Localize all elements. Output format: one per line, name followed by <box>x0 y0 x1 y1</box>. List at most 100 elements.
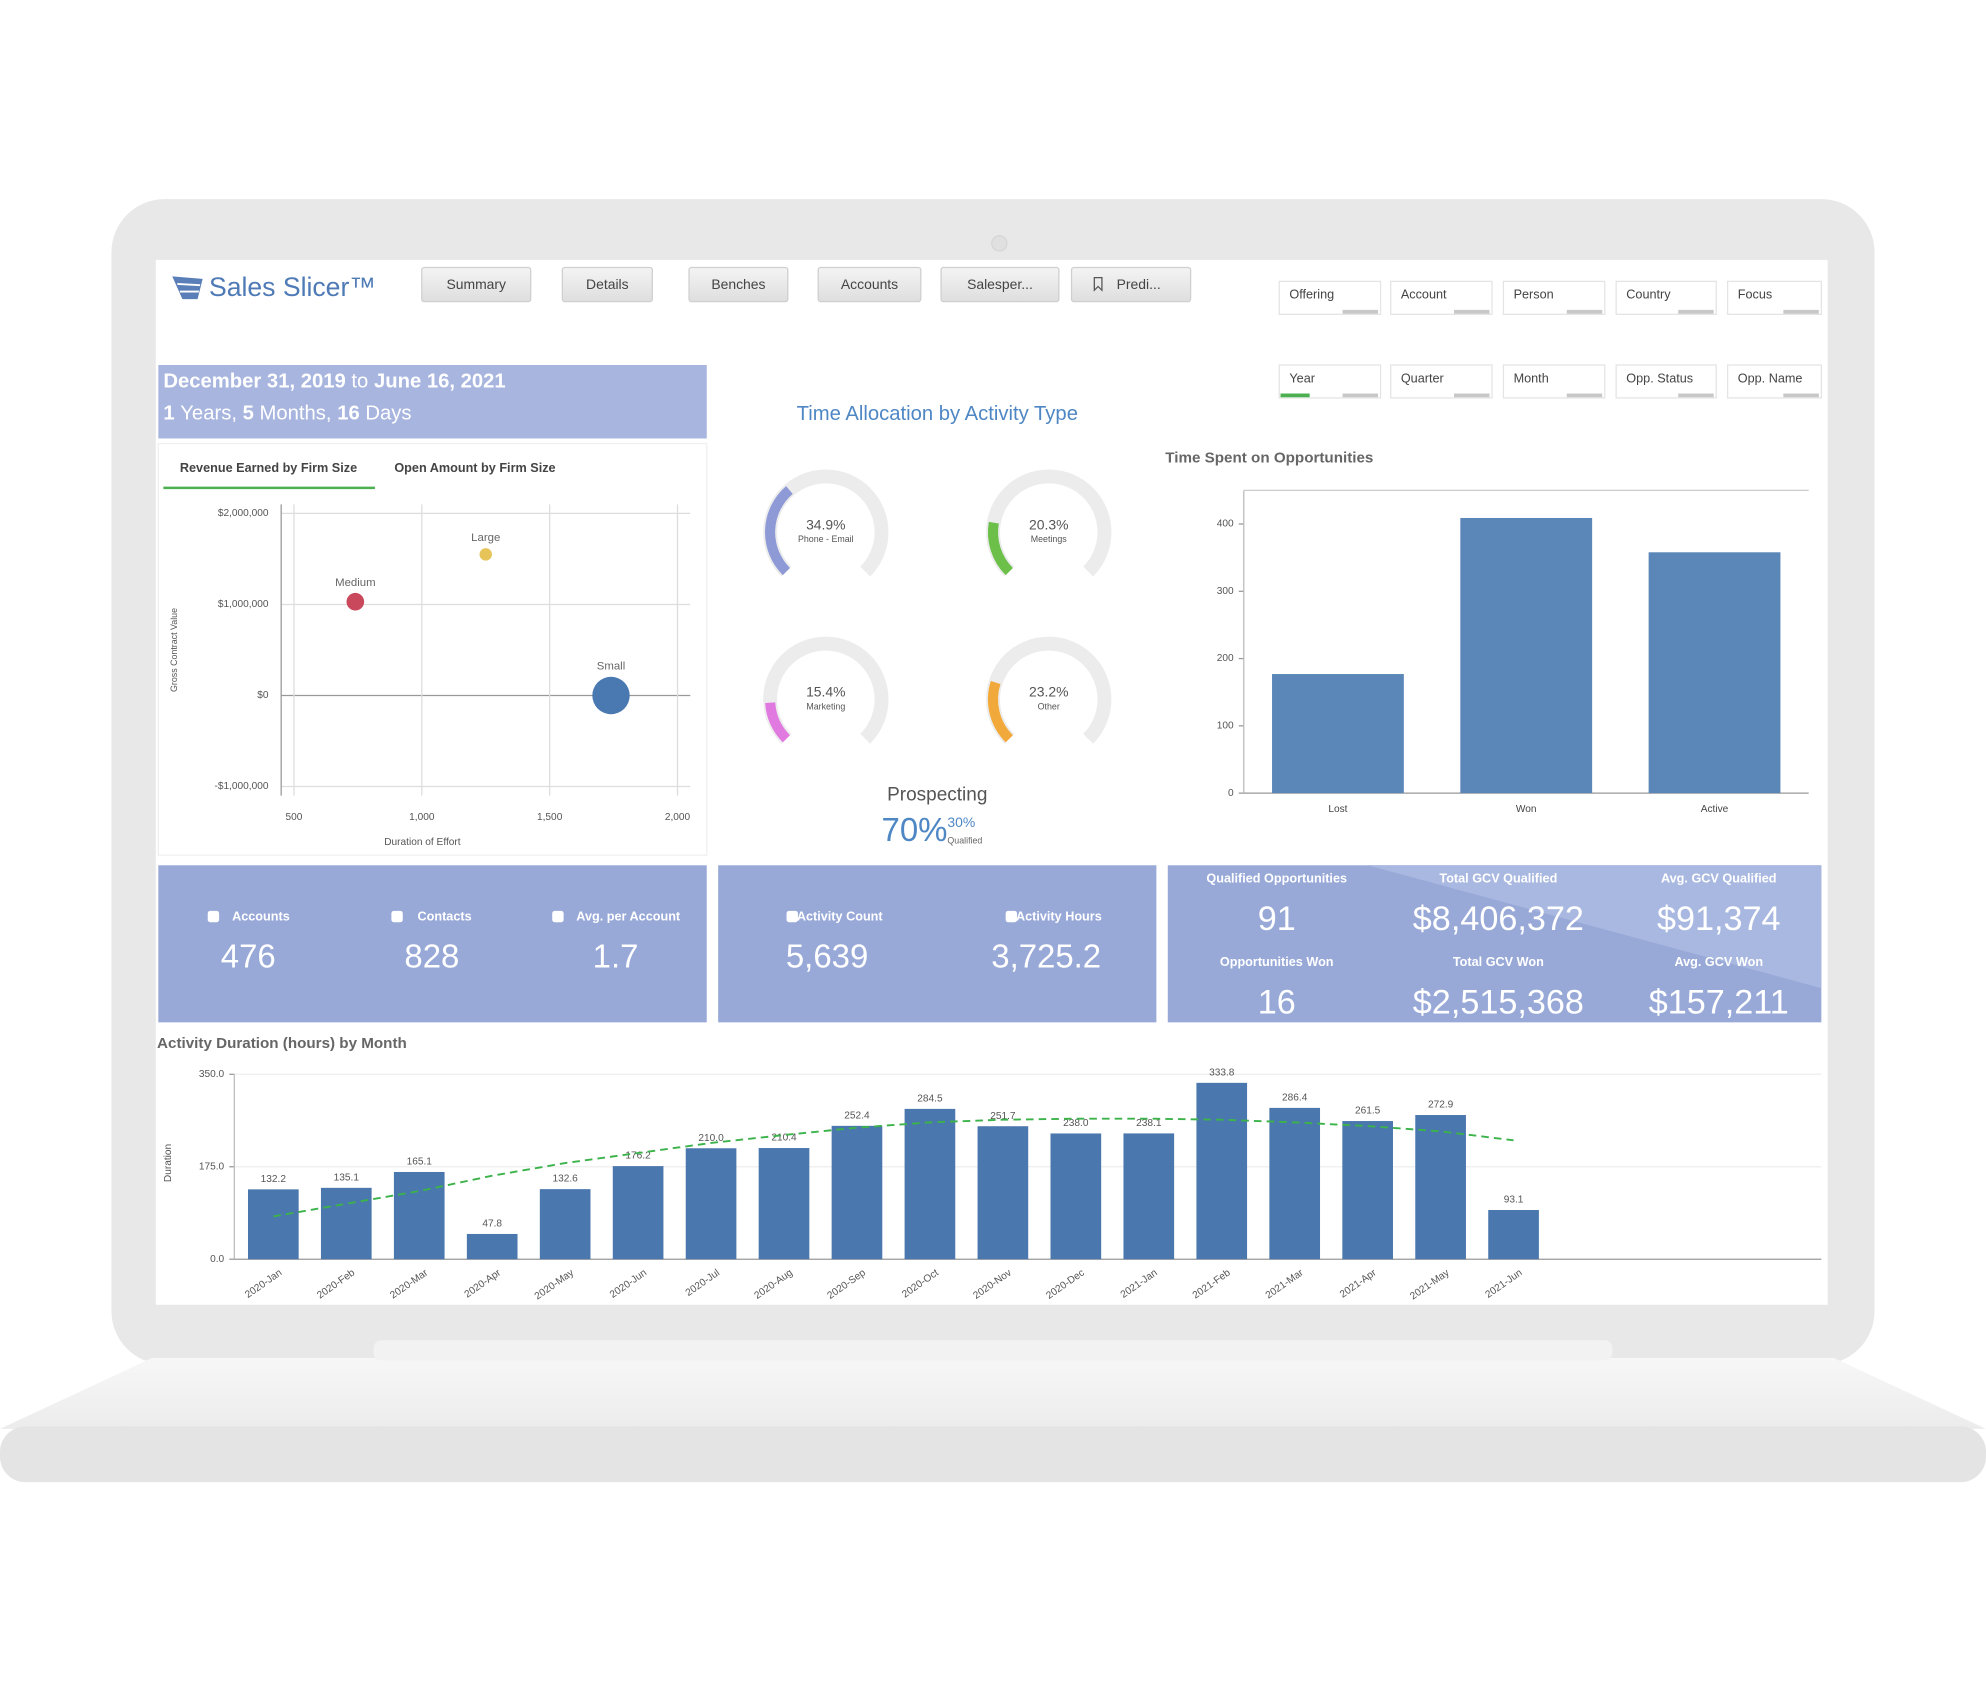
kpi-value: 91 <box>1258 900 1296 938</box>
logo: Sales Slicer™ <box>209 272 376 302</box>
duration-unit: Years, <box>180 403 237 425</box>
nav-label[interactable]: Salesper... <box>967 276 1033 292</box>
kpi-label: Qualified Opportunities <box>1206 872 1347 886</box>
filter-label[interactable]: Offering <box>1289 288 1334 302</box>
y-axis-label: Duration <box>163 1144 174 1182</box>
y-tick-label: 200 <box>1217 653 1234 664</box>
nav-button[interactable] <box>1070 266 1192 303</box>
kpi-icon <box>207 910 220 923</box>
filter-box[interactable] <box>1726 280 1822 315</box>
gauge-title: Time Allocation by Activity Type <box>797 403 1078 425</box>
duration-unit: Months, <box>260 403 332 425</box>
y-axis-label: Gross Contract Value <box>169 608 179 692</box>
value-label: 132.2 <box>261 1174 287 1185</box>
nav-button[interactable] <box>940 266 1060 303</box>
bar <box>904 1108 956 1260</box>
filter-label[interactable]: Month <box>1514 371 1549 385</box>
nav-label[interactable]: Predi... <box>1117 276 1161 292</box>
kpi-label: Total GCV Won <box>1453 955 1544 969</box>
bar <box>1196 1082 1248 1260</box>
filter-label[interactable]: Year <box>1289 371 1315 385</box>
x-tick-label: Won <box>1516 804 1537 815</box>
filter-label[interactable]: Account <box>1401 288 1447 302</box>
bar <box>1342 1121 1393 1260</box>
date-end: June 16, 2021 <box>374 371 506 393</box>
value-label: 135.1 <box>334 1172 360 1183</box>
y-tick-label: 300 <box>1217 586 1234 597</box>
value-label: 132.6 <box>552 1174 578 1185</box>
x-tick-label: 500 <box>286 812 303 823</box>
nav-button[interactable] <box>421 266 532 303</box>
filter-label[interactable]: Opp. Status <box>1626 371 1693 385</box>
prospecting-label: Prospecting <box>887 785 987 806</box>
filter-box[interactable] <box>1726 364 1822 399</box>
bar <box>466 1233 518 1260</box>
nav-button[interactable] <box>561 266 653 303</box>
trend-line <box>273 1117 1514 1218</box>
gauge-fill <box>987 680 1014 743</box>
nav-label[interactable]: Details <box>586 276 629 292</box>
duration-number: 5 <box>243 403 254 425</box>
filter-box[interactable] <box>1615 364 1717 399</box>
filter-label[interactable]: Focus <box>1738 288 1772 302</box>
nav-label[interactable]: Summary <box>446 276 506 292</box>
gauge-value: 23.2% <box>1029 684 1068 700</box>
value-label: 176.2 <box>625 1151 651 1162</box>
bar-title: Time Spent on Opportunities <box>1165 450 1373 467</box>
bar <box>977 1126 1029 1260</box>
bubble <box>592 676 630 715</box>
filter-box[interactable] <box>1390 364 1493 399</box>
tab-active[interactable]: Revenue Earned by Firm Size <box>180 461 357 475</box>
filter-box[interactable] <box>1390 280 1493 315</box>
camera <box>991 235 1008 252</box>
kpi-panel <box>158 865 707 1023</box>
filter-box[interactable] <box>1278 364 1382 399</box>
bar <box>758 1148 810 1260</box>
prospecting-value: 70% <box>882 811 948 848</box>
nav-label[interactable]: Accounts <box>841 276 898 292</box>
filter-label[interactable]: Quarter <box>1401 371 1444 385</box>
filter-box[interactable] <box>1502 280 1606 315</box>
nav-button[interactable] <box>817 266 922 303</box>
point-label: Large <box>471 532 500 544</box>
filter-label[interactable]: Country <box>1626 288 1671 302</box>
bar <box>612 1166 664 1260</box>
kpi-icon <box>1005 910 1018 923</box>
bookmark-icon <box>1093 276 1103 292</box>
bar <box>1460 517 1593 794</box>
bubble <box>479 548 492 561</box>
nav-button[interactable] <box>688 266 789 303</box>
value-label: 238.1 <box>1136 1118 1162 1129</box>
filter-label[interactable]: Opp. Name <box>1738 371 1803 385</box>
value-label: 165.1 <box>407 1157 433 1168</box>
value-label: 286.4 <box>1282 1092 1308 1103</box>
value-label: 261.5 <box>1355 1106 1381 1117</box>
filter-box[interactable] <box>1502 364 1606 399</box>
kpi-icon <box>391 910 403 923</box>
value-label: 272.9 <box>1428 1100 1454 1111</box>
nav-label[interactable]: Benches <box>711 276 765 292</box>
y-tick-label: 350.0 <box>199 1069 225 1080</box>
bar <box>831 1125 883 1260</box>
value-label: 252.4 <box>844 1110 870 1121</box>
gauge-fill <box>765 702 791 743</box>
bar <box>1415 1115 1466 1260</box>
filter-box[interactable] <box>1615 280 1717 315</box>
bar <box>1050 1133 1102 1260</box>
duration-unit: Days <box>365 403 411 425</box>
kpi-label: Avg. per Account <box>576 910 681 924</box>
y-tick-label: 0.0 <box>210 1254 224 1265</box>
bar <box>1272 674 1404 794</box>
value-label: 93.1 <box>1504 1195 1524 1206</box>
keyboard-deck <box>0 1357 1986 1429</box>
x-tick-label: Active <box>1701 804 1729 815</box>
value-label: 284.5 <box>917 1093 943 1104</box>
tab[interactable]: Open Amount by Firm Size <box>394 461 555 475</box>
y-tick-label: -$1,000,000 <box>214 781 268 792</box>
filter-label[interactable]: Person <box>1514 288 1554 302</box>
qualified-value: 30% <box>947 814 975 830</box>
filter-box[interactable] <box>1278 280 1382 315</box>
gauge-label: Phone - Email <box>798 534 854 544</box>
